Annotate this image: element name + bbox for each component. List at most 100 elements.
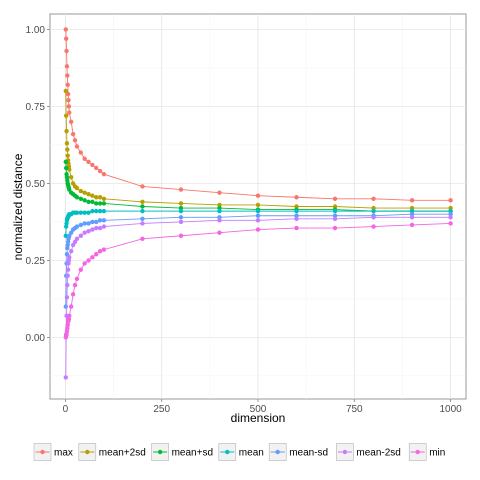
- data-point: [332, 196, 338, 201]
- data-point: [448, 221, 453, 226]
- data-point: [101, 196, 107, 201]
- data-point: [294, 225, 299, 231]
- data-point: [371, 205, 376, 211]
- data-point: [140, 236, 145, 242]
- data-point: [82, 210, 87, 215]
- data-point: [64, 252, 70, 257]
- data-point: [86, 221, 91, 226]
- series-mean-2sd: [63, 215, 453, 380]
- y-axis-title: normalized distance: [11, 153, 25, 260]
- data-point: [78, 188, 84, 194]
- legend-label: mean-sd: [289, 448, 328, 459]
- data-point: [101, 201, 107, 206]
- data-point: [101, 224, 107, 229]
- x-axis-title: dimension: [231, 411, 286, 425]
- data-point: [64, 295, 70, 300]
- data-point: [82, 198, 87, 203]
- data-point: [409, 205, 415, 211]
- data-point: [65, 273, 70, 278]
- data-point: [371, 196, 376, 201]
- data-point: [97, 225, 103, 231]
- data-point: [294, 204, 299, 209]
- legend-key-point: [225, 449, 230, 455]
- data-point: [86, 191, 91, 197]
- data-point: [67, 110, 72, 115]
- data-point: [72, 138, 78, 143]
- data-point: [217, 215, 222, 220]
- data-point: [217, 190, 222, 195]
- legend-item-mean: mean: [218, 443, 264, 461]
- data-point: [64, 64, 70, 69]
- data-point: [82, 221, 87, 226]
- data-point: [178, 233, 184, 238]
- data-point: [178, 187, 184, 192]
- data-point: [255, 227, 261, 232]
- data-point: [101, 171, 107, 177]
- legend-label: min: [429, 448, 445, 459]
- legend-key-point: [40, 449, 45, 455]
- data-point: [371, 224, 376, 229]
- data-point: [371, 215, 376, 220]
- data-point: [68, 175, 74, 180]
- data-point: [67, 255, 72, 260]
- data-point: [90, 193, 95, 198]
- data-point: [70, 131, 76, 137]
- data-point: [178, 208, 184, 214]
- data-point: [97, 208, 103, 214]
- series-mean-sd: [63, 212, 453, 309]
- data-point: [68, 304, 74, 309]
- data-point: [65, 282, 70, 288]
- y-tick-label: 0.50: [26, 179, 46, 190]
- data-point: [90, 199, 95, 205]
- data-point: [82, 261, 87, 266]
- data-point: [101, 218, 107, 223]
- y-axis-ticks: 0.00 0.25 0.50 0.75 1.00: [26, 25, 50, 344]
- data-point: [217, 202, 222, 208]
- x-tick-label: 750: [346, 404, 363, 415]
- x-tick-label: 500: [250, 404, 267, 415]
- data-point: [94, 208, 99, 214]
- data-point: [94, 219, 99, 225]
- y-tick-label: 0.75: [26, 102, 46, 113]
- data-point: [94, 195, 99, 200]
- data-point: [178, 201, 184, 206]
- data-point: [74, 236, 80, 242]
- data-point: [63, 113, 69, 118]
- x-tick-label: 250: [153, 404, 170, 415]
- data-point: [78, 267, 84, 272]
- data-point: [294, 213, 299, 218]
- data-point: [72, 282, 78, 288]
- data-point: [255, 202, 261, 208]
- legend-key-point: [275, 449, 280, 455]
- data-point: [65, 82, 70, 88]
- data-point: [90, 219, 95, 225]
- data-point: [371, 208, 376, 214]
- data-point: [101, 247, 107, 252]
- x-tick-label: 1000: [439, 404, 462, 415]
- data-point: [63, 304, 68, 309]
- data-point: [409, 208, 415, 214]
- data-point: [86, 258, 91, 263]
- data-point: [65, 147, 70, 152]
- data-point: [82, 190, 87, 195]
- data-point: [74, 276, 80, 282]
- data-point: [94, 201, 99, 206]
- data-point: [74, 144, 80, 149]
- legend-label: mean+2sd: [99, 448, 146, 459]
- legend-key-point: [157, 449, 163, 455]
- legend-label: mean-2sd: [356, 448, 400, 459]
- grid: [50, 14, 466, 399]
- data-point: [448, 212, 453, 217]
- data-point: [94, 252, 99, 257]
- data-point: [70, 292, 76, 297]
- legend-item-mean+2sd: mean+2sd: [78, 443, 146, 461]
- legend-item-mean+sd: mean+sd: [151, 443, 213, 461]
- data-point: [78, 210, 84, 215]
- data-point: [217, 205, 222, 211]
- legend-key-point: [85, 449, 90, 455]
- data-point: [332, 208, 338, 214]
- data-point: [74, 224, 80, 229]
- data-point: [332, 213, 338, 218]
- legend-item-mean-sd: mean-sd: [268, 443, 328, 461]
